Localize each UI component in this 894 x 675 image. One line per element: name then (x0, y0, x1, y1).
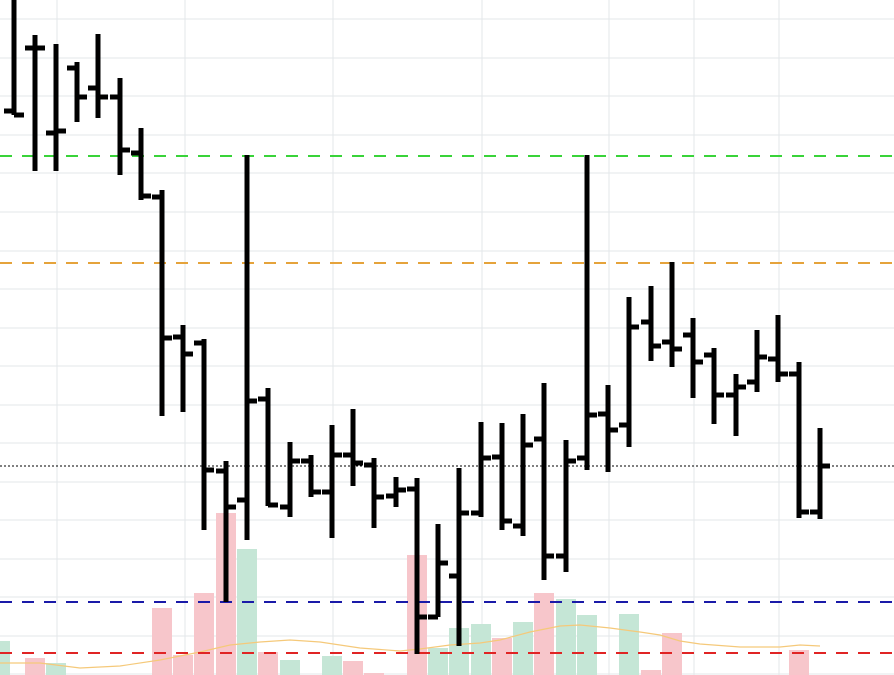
volume-bar (152, 608, 172, 675)
ohlc-bar (768, 315, 788, 382)
ohlc-bar (428, 524, 448, 620)
volume-bar (343, 661, 363, 675)
ohlc-bar (577, 155, 597, 470)
ohlc-bar (641, 286, 661, 361)
ohlc-bar (131, 128, 151, 200)
ohlc-bar (25, 35, 45, 171)
volume-bar (513, 622, 533, 675)
ohlc-bar (492, 423, 512, 530)
ohlc-bar (46, 44, 66, 171)
volume-bar (173, 655, 193, 675)
volume-bar (322, 656, 342, 675)
volume-bar (258, 652, 278, 675)
volume-bar (237, 549, 257, 675)
volume-bar (449, 628, 469, 675)
volume-bar (556, 599, 576, 675)
ohlc-bar (216, 461, 236, 602)
ohlc-bar (619, 297, 639, 447)
volume-bar (534, 593, 554, 675)
ohlc-bar (683, 318, 703, 398)
ohlc-bar (194, 339, 214, 530)
ohlc-bar (258, 388, 278, 508)
volume-bar (492, 638, 512, 675)
ohlc-bar (704, 348, 724, 424)
ohlc-bar (88, 34, 108, 118)
ohlc-bar (364, 458, 384, 528)
ohlc-bar (343, 409, 363, 486)
ohlc-bar (747, 330, 767, 392)
ohlc-bar (726, 374, 746, 436)
volume-bar (577, 615, 597, 675)
volume-bar (25, 658, 45, 675)
ohlc-bar (513, 414, 533, 536)
volume-bar (364, 673, 384, 675)
ohlc-bar (173, 325, 193, 412)
volume-bar (471, 624, 491, 675)
ohlc-bar (386, 477, 406, 507)
ohlc-bar (534, 383, 554, 580)
ohlc-bar (280, 442, 300, 517)
volume-ma-line (0, 624, 821, 669)
volume-bar (0, 641, 10, 675)
ohlc-bar (152, 190, 172, 416)
volume-bar (280, 660, 300, 675)
volume-bar (641, 670, 661, 675)
ohlc-bar (301, 455, 321, 497)
ohlc-bar (322, 425, 342, 538)
volume-bar (619, 614, 639, 675)
ohlc-bar (598, 385, 618, 472)
ohlc-bar (449, 468, 469, 646)
reference-lines (0, 155, 894, 654)
ohlc-bar (471, 422, 491, 517)
ohlc-bar (789, 362, 809, 518)
ohlc-bar (407, 478, 427, 654)
ohlc-bar (110, 78, 130, 175)
ohlc-bar (810, 428, 830, 519)
ohlc-bar (556, 440, 576, 572)
price-bars (4, 0, 830, 654)
volume-bar (194, 593, 214, 675)
ohlc-bar (4, 0, 24, 118)
ohlc-bar (67, 62, 87, 122)
ohlc-bar (662, 262, 682, 367)
volume-bar (789, 650, 809, 675)
volume-bar (428, 648, 448, 675)
ohlc-bar (237, 155, 257, 540)
volume-moving-average-line (0, 624, 821, 669)
